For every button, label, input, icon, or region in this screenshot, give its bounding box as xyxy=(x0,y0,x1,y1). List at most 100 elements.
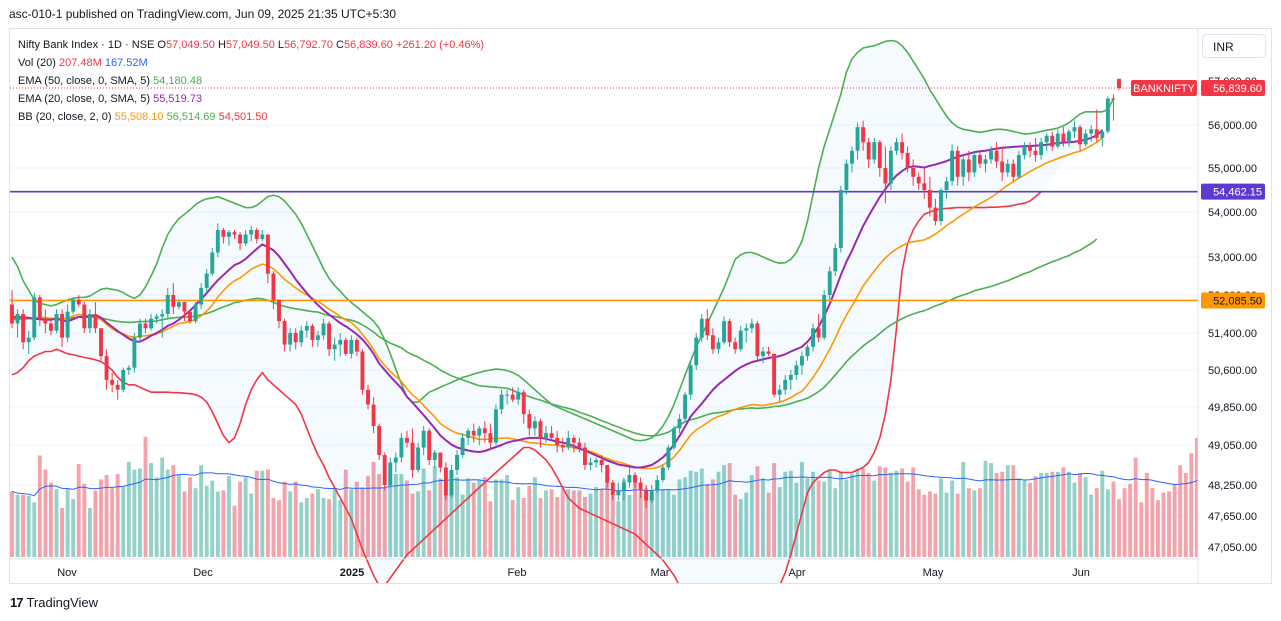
volume-bar xyxy=(26,495,31,557)
y-tick-label: 54,000.00 xyxy=(1208,207,1257,219)
candle-body xyxy=(71,299,76,312)
candle-body xyxy=(60,314,65,338)
volume-bar xyxy=(482,477,487,557)
tradingview-logo-icon: 17 xyxy=(10,595,24,610)
candle-body xyxy=(360,351,365,390)
volume-bar xyxy=(883,467,888,557)
volume-bar xyxy=(699,468,704,557)
candle-body xyxy=(688,365,693,395)
tradingview-footer: 17 TradingView xyxy=(10,595,98,610)
volume-bar xyxy=(705,483,710,557)
volume-bar xyxy=(638,491,643,557)
candle-body xyxy=(327,323,332,350)
x-tick-label: May xyxy=(923,567,944,579)
candle-body xyxy=(544,433,548,438)
volume-bar xyxy=(477,480,482,557)
candle-body xyxy=(1105,98,1110,132)
volume-bar xyxy=(688,470,693,557)
volume-bar xyxy=(1117,499,1121,557)
volume-bar xyxy=(811,471,815,557)
candle-body xyxy=(1100,131,1105,138)
volume-bar xyxy=(916,489,921,557)
volume-bar xyxy=(1055,471,1060,557)
legend-bb-basis-value: 55,508.10 xyxy=(114,111,164,123)
candle-body xyxy=(855,127,860,151)
legend-open-value: 57,049.50 xyxy=(165,39,215,51)
candle-body xyxy=(866,142,871,160)
currency-selector[interactable]: INR xyxy=(1202,34,1266,58)
volume-bar xyxy=(132,469,137,557)
volume-bar xyxy=(371,461,376,557)
candle-body xyxy=(833,248,838,272)
candle-body xyxy=(432,452,437,460)
volume-bar xyxy=(110,488,115,557)
candle-body xyxy=(616,490,621,496)
volume-bar xyxy=(277,500,281,557)
volume-bar xyxy=(1128,483,1133,557)
volume-bar xyxy=(1139,502,1144,557)
candle-body xyxy=(822,295,827,338)
volume-bar xyxy=(788,470,793,557)
volume-bar xyxy=(494,479,498,557)
volume-bar xyxy=(649,493,654,557)
candle-body xyxy=(182,302,187,312)
volume-bar xyxy=(1172,483,1177,557)
level-label-orange-text: 52,085.50 xyxy=(1213,295,1262,307)
candle-body xyxy=(26,337,31,343)
volume-bar xyxy=(43,469,48,557)
volume-bar xyxy=(449,476,454,557)
volume-bar xyxy=(499,479,504,557)
candle-body xyxy=(944,181,949,190)
candle-body xyxy=(1033,150,1038,156)
volume-bar xyxy=(738,499,743,557)
volume-bar xyxy=(777,487,782,557)
candlesticks xyxy=(10,78,1121,509)
volume-bar xyxy=(1155,500,1160,557)
volume-bar xyxy=(733,494,738,557)
candle-body xyxy=(727,321,732,343)
candle-body xyxy=(293,333,298,343)
candle-body xyxy=(332,344,337,350)
volume-bar xyxy=(571,490,576,557)
volume-bar xyxy=(761,478,765,557)
candle-body xyxy=(249,230,254,235)
candle-body xyxy=(571,437,576,443)
volume-bar xyxy=(1100,470,1105,557)
volume-bar xyxy=(1039,472,1044,557)
volume-bar xyxy=(343,469,348,557)
volume-bar xyxy=(1262,472,1266,557)
volume-bar xyxy=(204,485,209,557)
volume-bar xyxy=(799,461,804,557)
candle-body xyxy=(844,163,849,190)
volume-bar xyxy=(160,457,165,557)
candle-body xyxy=(927,190,932,208)
candle-body xyxy=(838,190,843,248)
volume-bar xyxy=(905,481,910,557)
volume-bar xyxy=(176,475,181,557)
x-tick-label: 2025 xyxy=(340,567,364,579)
volume-bar xyxy=(354,481,359,557)
candle-body xyxy=(532,421,537,429)
candle-body xyxy=(238,234,243,244)
candle-body xyxy=(883,168,888,184)
legend-bb-upper-value: 56,514.69 xyxy=(166,111,216,123)
tradingview-brand: TradingView xyxy=(26,595,99,610)
volume-bar xyxy=(460,494,465,557)
volume-bar xyxy=(471,482,476,557)
volume-bar xyxy=(288,491,293,557)
axes: 57,000.0056,000.0055,000.0054,000.0053,0… xyxy=(10,29,1265,583)
volume-bar xyxy=(1094,488,1099,557)
volume-bar xyxy=(655,480,660,557)
volume-bar xyxy=(1200,427,1204,557)
volume-bar xyxy=(955,493,960,557)
volume-bar xyxy=(599,489,604,557)
volume-bar xyxy=(710,479,715,557)
candle-body xyxy=(338,339,343,345)
volume-bar xyxy=(577,490,582,557)
volume-bar xyxy=(15,494,20,557)
candle-body xyxy=(599,460,604,465)
candle-body xyxy=(799,356,804,366)
candle-body xyxy=(621,482,626,491)
volume-bar xyxy=(872,480,877,557)
